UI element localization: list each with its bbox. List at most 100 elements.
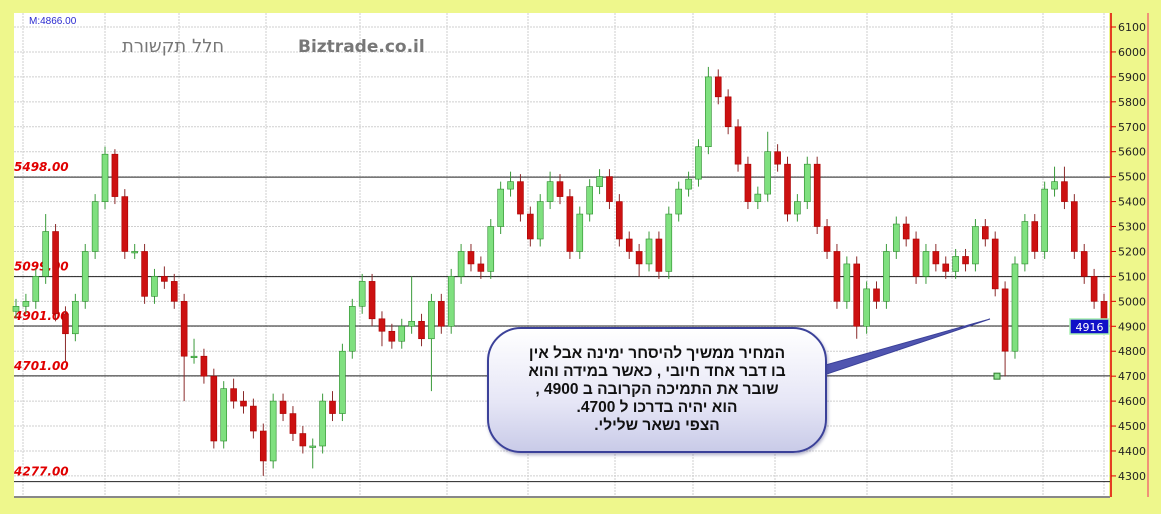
candle [1011,256,1019,359]
candle-body [625,238,633,252]
candle [151,268,158,304]
candle-body [942,263,950,272]
candle [892,216,900,259]
candle-body [22,301,30,307]
candle [497,181,504,235]
candle [586,179,593,222]
candle [220,381,228,449]
candle [418,313,425,347]
candle-body [695,146,702,180]
candle-body [457,251,465,277]
candle-body [843,263,851,302]
candle-body [803,163,811,202]
candle [803,156,811,210]
candle [121,189,129,259]
candle-body [952,256,959,272]
candle-body [586,186,593,215]
candle [477,256,485,279]
candle-body [606,176,613,202]
candle [1090,268,1098,309]
candle [1071,194,1078,259]
candles [12,66,1108,476]
candle-body [230,388,237,402]
candle-body [190,355,198,359]
candle-body [467,251,475,265]
candle-body [91,201,99,252]
candle [695,139,702,187]
candle-body [823,226,831,252]
level-label: 5099.00 [14,260,69,274]
candle-body [477,263,485,272]
measure-label: M:4866.00 [29,16,77,27]
candle-body [32,276,40,302]
candle-body [12,306,20,312]
candle-body [685,178,692,190]
candle [279,393,287,422]
candle [289,406,297,442]
candle [1061,166,1068,210]
y-tick-label: 4700 [1118,370,1146,383]
y-axis: 4300 4400 4500 4600 4700 4800 4900 5000 5100 5200… [1111,21,1146,483]
candle [388,323,396,349]
candle [714,69,722,105]
candle [596,169,603,195]
candle-body [734,126,742,165]
candle [467,243,475,272]
candle [744,156,752,210]
candle [299,426,307,454]
candle [912,231,920,284]
candle-body [309,445,317,448]
candle [734,119,742,172]
candle [42,214,49,284]
y-tick-label: 4500 [1118,420,1146,433]
candle-body [289,413,297,434]
candle [1001,281,1009,377]
candle-body [1041,188,1048,252]
candle-body [1001,288,1009,352]
candle [210,368,218,449]
candle-body [418,320,425,340]
candle [101,146,109,210]
candle-body [339,350,346,414]
candle-body [269,400,277,462]
candle-body [705,76,712,148]
candle-body [378,318,386,332]
candle-body [497,188,504,227]
candle [378,311,386,347]
candle-body [72,301,79,335]
candle-body [714,76,722,98]
candle-body [902,223,910,240]
candle-body [932,251,940,265]
candle [794,194,801,222]
candle-body [546,181,554,202]
y-tick-label: 5200 [1118,245,1146,258]
watermark: Biztrade.co.il [298,37,425,57]
level-label: 4277.00 [13,465,69,479]
y-tick-label: 5300 [1118,221,1146,234]
candle-body [200,355,208,377]
candle-body [991,238,999,290]
candle-body [279,400,287,414]
candle-body [180,301,188,357]
candle [616,194,623,247]
candle-body [655,238,663,272]
y-tick-label: 5600 [1118,146,1146,159]
candle-body [1031,221,1039,252]
candle-body [527,213,534,240]
y-tick-label: 5400 [1118,196,1146,209]
candle-body [161,276,168,282]
level-label: 4901.00 [13,309,69,323]
candle [457,243,465,284]
candle [843,256,851,309]
candle-body [962,256,969,265]
candle [32,268,40,309]
y-tick-label: 5500 [1118,171,1146,184]
candle-body [388,330,396,342]
candle-body [42,231,49,277]
candle [517,174,524,222]
candle-body [635,251,643,265]
candle [1041,181,1048,259]
instrument-title: חלל תקשורת [122,36,224,57]
last-price-box [1069,318,1110,335]
callout-line: המחיר ממשיך להיסחר ימינה אבל אין [528,345,786,362]
